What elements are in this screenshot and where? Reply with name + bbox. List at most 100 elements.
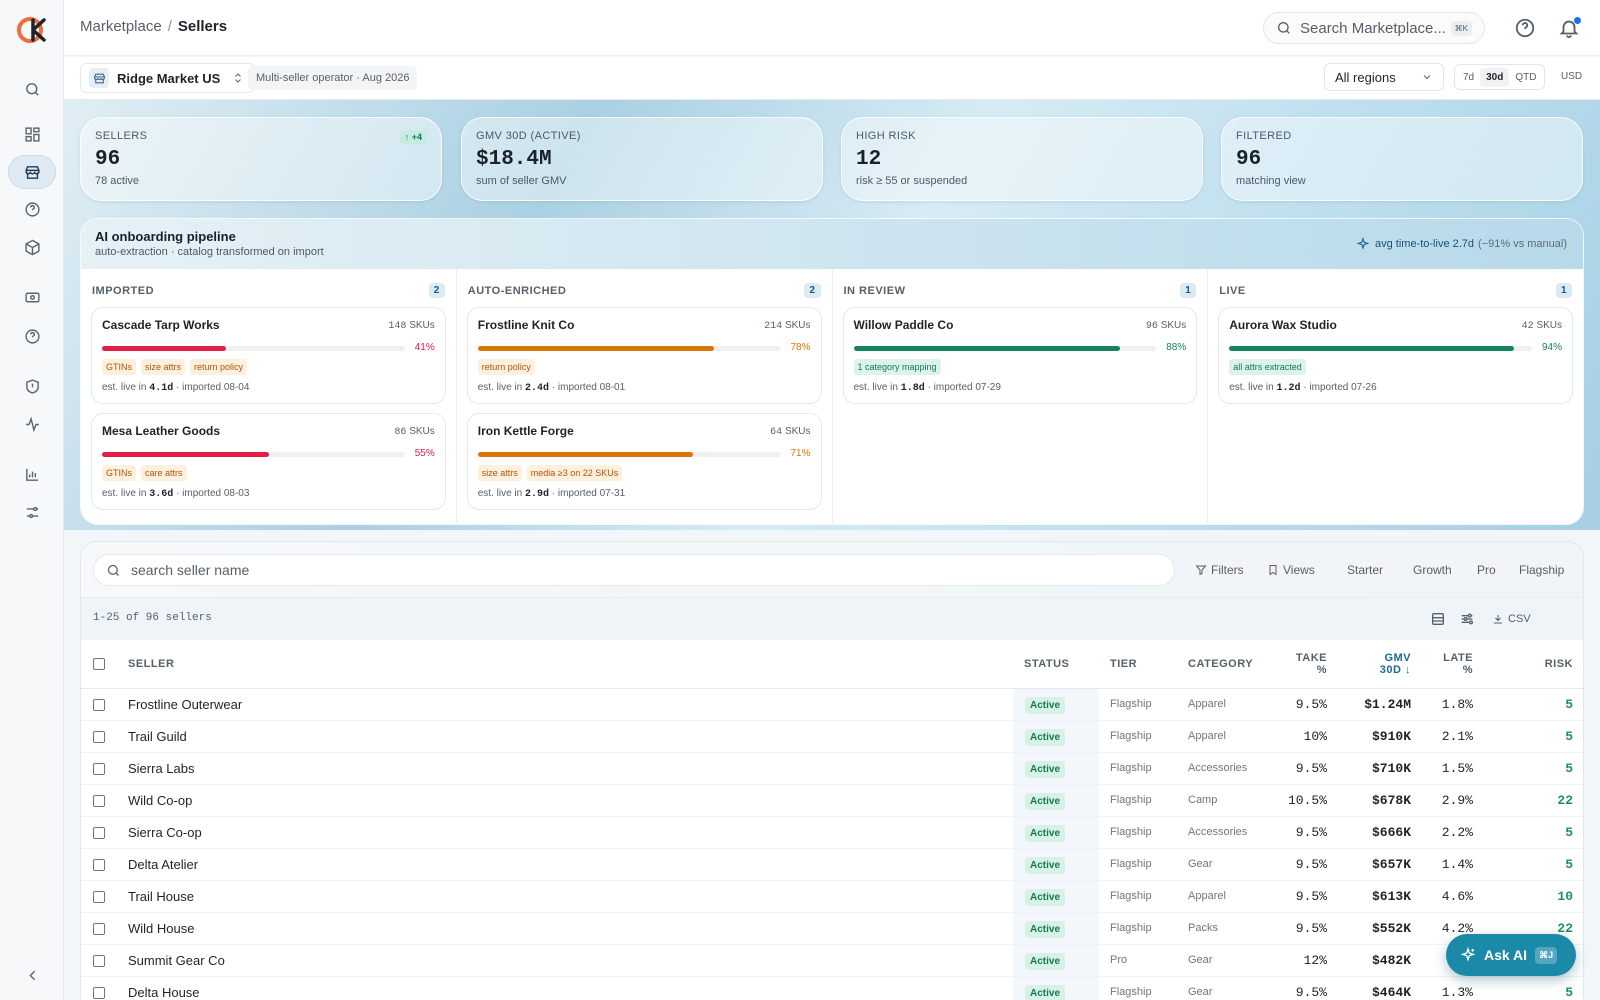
nav-shield-icon[interactable] (16, 370, 48, 402)
cell-seller[interactable]: Wild House (117, 912, 1013, 945)
pipeline-header: AI onboarding pipeline auto-extraction ·… (81, 219, 1583, 269)
density-icon[interactable] (1430, 611, 1446, 627)
status-badge: Active (1025, 953, 1066, 970)
pipeline-card[interactable]: Mesa Leather Goods 86 SKUs 55% GTINs care at… (91, 413, 446, 510)
table-row[interactable]: Frostline Outerwear Active Flagship Apparel… (81, 688, 1583, 721)
row-checkbox[interactable] (93, 826, 105, 839)
range-7d[interactable]: 7d (1463, 71, 1475, 83)
col-gmv[interactable]: GMV 30D ↓ (1335, 640, 1419, 689)
csv-export-button[interactable]: CSV (1492, 609, 1531, 629)
columns-settings-icon[interactable] (1459, 611, 1475, 627)
tier-filter-flagship[interactable]: Flagship (1511, 558, 1573, 582)
stat-card-high-risk[interactable]: HIGH RISK 12 risk ≥ 55 or suspended (841, 117, 1203, 201)
table-row[interactable]: Trail House Active Flagship Apparel 9.5% $613… (81, 880, 1583, 913)
stat-card-gmv[interactable]: GMV 30D (ACTIVE) $18.4M sum of seller GM… (461, 117, 823, 201)
est-prefix: est. live in (477, 382, 523, 393)
pipeline-card[interactable]: Iron Kettle Forge 64 SKUs 71% size attrs med… (466, 413, 822, 510)
views-button[interactable]: Views (1259, 558, 1323, 582)
row-checkbox[interactable] (93, 986, 105, 999)
table-row[interactable]: Summit Gear Co Active Pro Gear 12% $482K (81, 944, 1583, 977)
stat-card-sellers[interactable]: SELLERS 96 78 active ↑ +4 (80, 117, 442, 201)
breadcrumb-parent[interactable]: Marketplace (80, 18, 162, 35)
cell-seller[interactable]: Sierra Labs (117, 752, 1013, 785)
nav-package-icon[interactable] (16, 231, 48, 263)
col-seller[interactable]: SELLER (117, 640, 1013, 689)
region-select[interactable]: All regions (1324, 63, 1444, 91)
sku-count: 214 (764, 321, 783, 332)
nav-store-icon[interactable] (8, 155, 56, 189)
cell-seller[interactable]: Sierra Co-op (117, 816, 1013, 849)
row-checkbox[interactable] (93, 762, 105, 775)
select-all-checkbox[interactable] (93, 657, 105, 670)
table-row[interactable]: Delta Atelier Active Flagship Gear 9.5% $657K… (81, 848, 1583, 881)
table-row[interactable]: Sierra Labs Active Flagship Accessories 9.5%… (81, 752, 1583, 785)
cell-category: Camp (1177, 784, 1273, 817)
nav-banknote-icon[interactable] (16, 281, 48, 313)
cell-category: Packs (1177, 912, 1273, 945)
global-search-input[interactable]: Search Marketplace... ⌘K (1263, 12, 1485, 44)
currency-label[interactable]: USD (1561, 71, 1583, 82)
row-checkbox[interactable] (93, 730, 105, 743)
col-risk[interactable]: RISK (1481, 640, 1583, 689)
pipeline-card-tags: 1 category mapping (853, 359, 941, 375)
cell-seller[interactable]: Trail House (117, 880, 1013, 913)
row-checkbox[interactable] (93, 890, 105, 903)
cell-seller[interactable]: Delta Atelier (117, 848, 1013, 881)
collapse-icon[interactable] (16, 959, 48, 991)
col-tier[interactable]: TIER (1099, 640, 1177, 689)
cell-seller[interactable]: Frostline Outerwear (117, 688, 1013, 721)
table-row[interactable]: Wild House Active Flagship Packs 9.5% $552K 4.… (81, 912, 1583, 945)
range-30d[interactable]: 30d (1480, 67, 1510, 87)
tier-filter-pro[interactable]: Pro (1469, 558, 1504, 582)
row-checkbox[interactable] (93, 858, 105, 871)
col-late[interactable]: LATE% (1419, 640, 1481, 689)
table-row[interactable]: Delta House Active Flagship Gear 9.5% $464K 1.… (81, 976, 1583, 1000)
table-row[interactable]: Sierra Co-op Active Flagship Accessories 9.5… (81, 816, 1583, 849)
cell-tier: Flagship (1099, 880, 1177, 913)
col-category[interactable]: CATEGORY (1177, 640, 1273, 689)
pipeline-card[interactable]: Cascade Tarp Works 148 SKUs 41% GTINs size a… (91, 307, 446, 404)
nav-help-icon-2[interactable] (16, 320, 48, 352)
table-row[interactable]: Trail Guild Active Flagship Apparel 10% $910K… (81, 720, 1583, 753)
range-qtd[interactable]: QTD (1515, 71, 1537, 83)
pipeline-avg: avg time-to-live 2.7d (−91% vs manual) (1356, 237, 1567, 251)
sparkle-icon (1356, 237, 1370, 250)
nav-sliders-icon[interactable] (16, 496, 48, 528)
search-icon (1278, 22, 1290, 34)
pipeline-card[interactable]: Willow Paddle Co 96 SKUs 88% 1 category map… (842, 307, 1198, 404)
pipeline-card[interactable]: Frostline Knit Co 214 SKUs 78% return polic… (466, 307, 822, 404)
nav-bar-chart-icon[interactable] (16, 458, 48, 490)
pipeline-card-tag: GTINs (102, 465, 136, 481)
tier-filter-starter[interactable]: Starter (1339, 558, 1392, 582)
table-body: Frostline Outerwear Active Flagship Apparel… (81, 688, 1583, 1000)
tier-filter-growth[interactable]: Growth (1405, 558, 1460, 582)
row-checkbox[interactable] (93, 922, 105, 935)
cell-tier: Flagship (1099, 976, 1177, 1000)
nav-search-icon[interactable] (16, 73, 48, 105)
row-checkbox[interactable] (93, 954, 105, 967)
col-take[interactable]: TAKE% (1273, 640, 1335, 689)
col-status[interactable]: STATUS (1013, 640, 1099, 689)
cell-seller[interactable]: Summit Gear Co (117, 944, 1013, 977)
region-value: All regions (1335, 69, 1396, 85)
cell-seller[interactable]: Delta House (117, 976, 1013, 1000)
row-checkbox[interactable] (93, 794, 105, 807)
stat-card-filtered[interactable]: FILTERED 96 matching view (1221, 117, 1583, 201)
notifications-button[interactable] (1558, 17, 1581, 39)
nav-activity-icon[interactable] (16, 408, 48, 440)
table-row[interactable]: Wild Co-op Active Flagship Camp 10.5% $678K 2.… (81, 784, 1583, 817)
workspace-switcher[interactable]: Ridge Market US (80, 63, 256, 93)
filters-button[interactable]: Filters (1187, 558, 1252, 582)
ask-ai-button[interactable]: Ask AI ⌘J (1446, 934, 1576, 976)
cell-seller[interactable]: Wild Co-op (117, 784, 1013, 817)
sku-count: 64 (770, 427, 783, 438)
pipeline-card[interactable]: Aurora Wax Studio 42 SKUs 94% all attrs ext… (1218, 307, 1573, 404)
row-checkbox[interactable] (93, 698, 105, 711)
nav-dashboard-icon[interactable] (16, 118, 48, 150)
pipeline-card-progress (477, 452, 781, 457)
seller-search-input[interactable]: search seller name (93, 554, 1175, 586)
logo-icon[interactable] (16, 14, 48, 46)
help-icon[interactable] (1514, 17, 1536, 39)
cell-seller[interactable]: Trail Guild (117, 720, 1013, 753)
nav-help-icon[interactable] (16, 193, 48, 225)
